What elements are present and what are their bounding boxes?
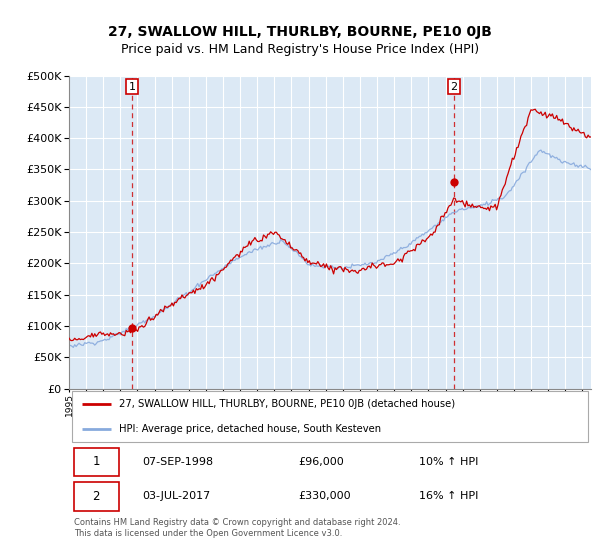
Text: 27, SWALLOW HILL, THURLBY, BOURNE, PE10 0JB (detached house): 27, SWALLOW HILL, THURLBY, BOURNE, PE10 …	[119, 399, 455, 409]
Text: 1: 1	[128, 82, 136, 91]
Text: HPI: Average price, detached house, South Kesteven: HPI: Average price, detached house, Sout…	[119, 424, 381, 434]
Text: Contains HM Land Registry data © Crown copyright and database right 2024.
This d: Contains HM Land Registry data © Crown c…	[74, 517, 401, 538]
FancyBboxPatch shape	[71, 391, 589, 442]
Text: 16% ↑ HPI: 16% ↑ HPI	[419, 491, 478, 501]
Text: 2: 2	[451, 82, 458, 91]
FancyBboxPatch shape	[74, 447, 119, 477]
Text: £96,000: £96,000	[299, 457, 344, 467]
Text: 07-SEP-1998: 07-SEP-1998	[142, 457, 213, 467]
Text: 2: 2	[92, 490, 100, 503]
FancyBboxPatch shape	[74, 482, 119, 511]
Text: 10% ↑ HPI: 10% ↑ HPI	[419, 457, 478, 467]
Text: 03-JUL-2017: 03-JUL-2017	[142, 491, 211, 501]
Text: Price paid vs. HM Land Registry's House Price Index (HPI): Price paid vs. HM Land Registry's House …	[121, 43, 479, 56]
Text: 27, SWALLOW HILL, THURLBY, BOURNE, PE10 0JB: 27, SWALLOW HILL, THURLBY, BOURNE, PE10 …	[108, 26, 492, 39]
Text: 1: 1	[92, 455, 100, 469]
Text: £330,000: £330,000	[299, 491, 352, 501]
